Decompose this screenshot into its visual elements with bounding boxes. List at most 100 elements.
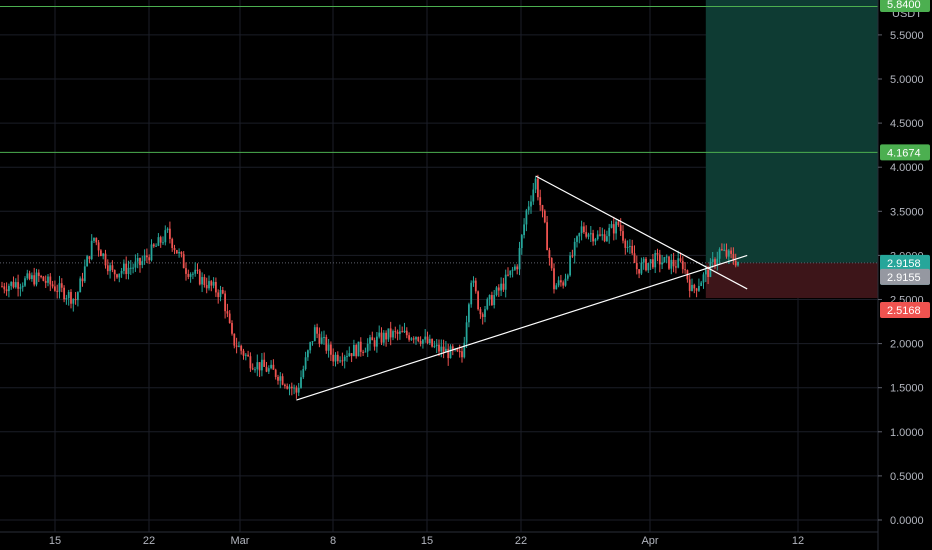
time-tick-label: Apr (641, 535, 658, 547)
candle-body (615, 221, 617, 234)
candle-body (244, 354, 247, 356)
candle-body (60, 283, 63, 288)
candle-body (327, 344, 330, 351)
candle-body (54, 286, 56, 291)
candle-body (491, 295, 493, 306)
candle-body (339, 360, 341, 362)
candle-body (212, 281, 215, 286)
candle-body (318, 333, 321, 344)
price-tick-label: 0.5000 (890, 471, 924, 483)
candle-body (649, 259, 652, 263)
candle-body (691, 284, 693, 291)
candle-body (295, 387, 298, 393)
candle-body (525, 210, 528, 225)
candle-body (507, 274, 509, 276)
candle-body (479, 309, 482, 315)
candle-body (258, 362, 261, 371)
candle-body (162, 242, 164, 244)
candle-body (325, 337, 328, 351)
candle-body (672, 259, 675, 267)
candle-body (208, 281, 210, 289)
price-tick-label: 2.0000 (890, 339, 924, 351)
candle-body (553, 268, 555, 290)
candle-body (254, 369, 256, 371)
time-axis[interactable]: 15 22 Mar 8 15 22 Apr 12 (0, 531, 878, 547)
candle-body (198, 270, 201, 285)
candle-body (661, 262, 663, 265)
candle-body (37, 272, 40, 276)
candle-body (93, 237, 95, 241)
candle-body (233, 333, 236, 346)
candle-body (601, 234, 604, 236)
trendlines[interactable] (296, 175, 748, 401)
candle-body (180, 251, 183, 255)
candle-body (578, 233, 581, 237)
candle-body (493, 295, 496, 306)
candle-body (566, 275, 569, 279)
candle-body (693, 284, 696, 289)
candle-body (26, 273, 29, 279)
candle-body (346, 356, 348, 358)
candle-body (353, 345, 355, 357)
candle-body (721, 249, 723, 251)
candle-body (33, 275, 36, 285)
candle-body (527, 206, 530, 211)
candle-body (100, 250, 102, 257)
candle-body (1, 286, 3, 288)
candle-body (86, 256, 88, 267)
candle-body (624, 240, 627, 248)
candle-body (442, 346, 445, 353)
candle-body (217, 292, 220, 298)
candle-body (281, 376, 284, 385)
stop-badge-bg (880, 302, 930, 319)
candle-body (166, 228, 169, 231)
candle-body (654, 253, 657, 268)
candle-body (718, 249, 721, 259)
candle-body (447, 348, 450, 359)
candle-body (477, 291, 479, 310)
candle-body (403, 330, 406, 333)
candle-body (371, 337, 374, 341)
candle-body (175, 250, 178, 254)
candle-body (42, 276, 45, 281)
candle-body (698, 286, 700, 291)
candle-body (714, 259, 716, 265)
candle-body (336, 354, 339, 362)
candle-body (72, 298, 75, 304)
candle-body (277, 376, 279, 381)
candle-body (523, 224, 525, 236)
candle-body (596, 234, 599, 240)
stop-zone (705, 262, 878, 299)
candle-body (449, 346, 452, 359)
candle-body (240, 345, 243, 351)
candle-body (5, 289, 8, 292)
candle-body (541, 205, 544, 211)
candle-body (488, 295, 491, 300)
price-tick-label: 5.5000 (890, 30, 924, 42)
candle-body (302, 369, 305, 378)
position-zones (705, 0, 878, 299)
candle-body (150, 244, 153, 261)
candle-body (495, 287, 498, 296)
target-badge-text: 4.1674 (887, 147, 921, 159)
candle-body (564, 278, 567, 286)
candle-body (530, 201, 532, 207)
candle-body (118, 273, 121, 278)
candle-body (242, 350, 245, 356)
candle-body (640, 262, 643, 274)
candle-body (670, 259, 673, 269)
candle-body (580, 226, 583, 234)
candle-body (410, 338, 413, 340)
candle-body (157, 237, 160, 246)
candle-body (737, 261, 739, 266)
candle-body (557, 280, 560, 286)
time-tick-label: 22 (515, 535, 527, 547)
candle-body (136, 258, 139, 262)
candle-body (284, 384, 286, 387)
resistance-trendline[interactable] (535, 175, 748, 290)
support-trendline[interactable] (296, 254, 748, 401)
candle-body (249, 356, 252, 369)
candle-body (323, 337, 325, 339)
